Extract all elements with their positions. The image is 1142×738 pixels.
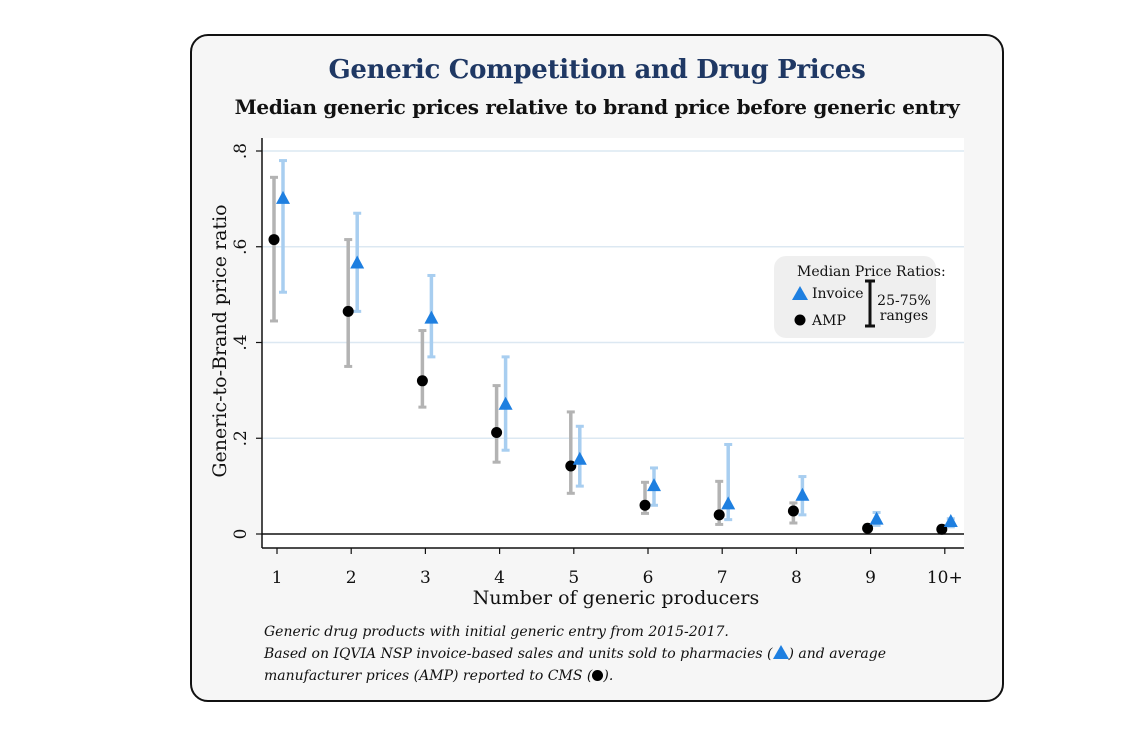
legend: Median Price Ratios: Invoice AMP 25-75% … [774, 256, 946, 338]
legend-label-amp: AMP [811, 313, 846, 329]
x-axis-title: Number of generic producers [473, 587, 759, 609]
axes [256, 138, 964, 554]
y-tick-label-0: 0 [231, 529, 251, 540]
y-tick-label-1: .2 [231, 430, 251, 446]
x-tick-label-9: 10+ [927, 568, 963, 588]
chart-title: Generic Competition and Drug Prices [328, 55, 866, 85]
point-invoice-8 [795, 487, 810, 501]
chart-subtitle: Median generic prices relative to brand … [234, 95, 960, 119]
x-tick-label-5: 6 [643, 568, 654, 588]
point-invoice-3 [424, 310, 439, 324]
legend-circle-icon [794, 314, 806, 326]
point-invoice-9 [869, 511, 884, 525]
point-invoice-1 [276, 190, 290, 204]
triangle-icon [772, 645, 789, 659]
point-amp-7 [713, 509, 725, 521]
data-markers [268, 190, 958, 535]
point-amp-8 [787, 505, 799, 517]
x-tick-label-6: 7 [717, 568, 728, 588]
chart-card: Generic Competition and Drug Prices Medi… [190, 34, 1004, 702]
point-amp-2 [342, 305, 354, 317]
point-invoice-5 [572, 451, 587, 465]
point-invoice-4 [498, 396, 513, 410]
point-invoice-2 [350, 255, 365, 269]
notes-line-3: manufacturer prices (AMP) reported to CM… [264, 665, 984, 687]
x-tick-label-1: 2 [346, 568, 357, 588]
point-amp-3 [416, 375, 428, 387]
tick-labels: 0 .2 .4 .6 .8 1 2 3 4 5 6 7 8 9 10+ [231, 143, 963, 588]
legend-box [774, 256, 936, 338]
y-tick-label-4: .8 [231, 143, 251, 159]
notes-line-3b: ). [603, 668, 614, 684]
notes-line-2a: Based on IQVIA NSP invoice-based sales a… [264, 646, 773, 662]
notes-line-3a: manufacturer prices (AMP) reported to CM… [264, 668, 593, 684]
x-tick-label-0: 1 [272, 568, 283, 588]
chart-notes: Generic drug products with initial gener… [264, 621, 984, 687]
y-tick-label-3: .6 [231, 239, 251, 255]
point-amp-1 [268, 234, 280, 246]
point-invoice-7 [721, 496, 736, 510]
gridlines [262, 150, 964, 439]
legend-range-label-1: 25-75% [877, 293, 931, 309]
point-invoice-10+ [943, 514, 958, 528]
point-invoice-6 [647, 478, 661, 492]
legend-range-label-2: ranges [880, 308, 929, 324]
chart-svg: 0 .2 .4 .6 .8 1 2 3 4 5 6 7 8 9 10+ Number of generic … [209, 138, 964, 609]
point-amp-4 [491, 427, 503, 439]
x-tick-label-8: 9 [865, 568, 876, 588]
legend-label-invoice: Invoice [812, 286, 864, 302]
notes-line-1: Generic drug products with initial gener… [264, 624, 729, 640]
x-tick-label-7: 8 [791, 568, 802, 588]
x-tick-label-3: 4 [494, 568, 505, 588]
legend-title: Median Price Ratios: [797, 264, 946, 280]
notes-line-2b: ) and average [788, 646, 887, 662]
y-axis-title: Generic-to-Brand price ratio [209, 204, 231, 477]
point-amp-6 [639, 499, 651, 511]
point-amp-5 [565, 460, 577, 472]
circle-icon [592, 670, 604, 681]
x-tick-label-2: 3 [420, 568, 431, 588]
x-tick-label-4: 5 [568, 568, 579, 588]
point-amp-9 [862, 522, 874, 534]
notes-line-2: Based on IQVIA NSP invoice-based sales a… [264, 643, 984, 665]
legend-triangle-icon [792, 286, 808, 300]
y-tick-label-2: .4 [231, 334, 251, 350]
